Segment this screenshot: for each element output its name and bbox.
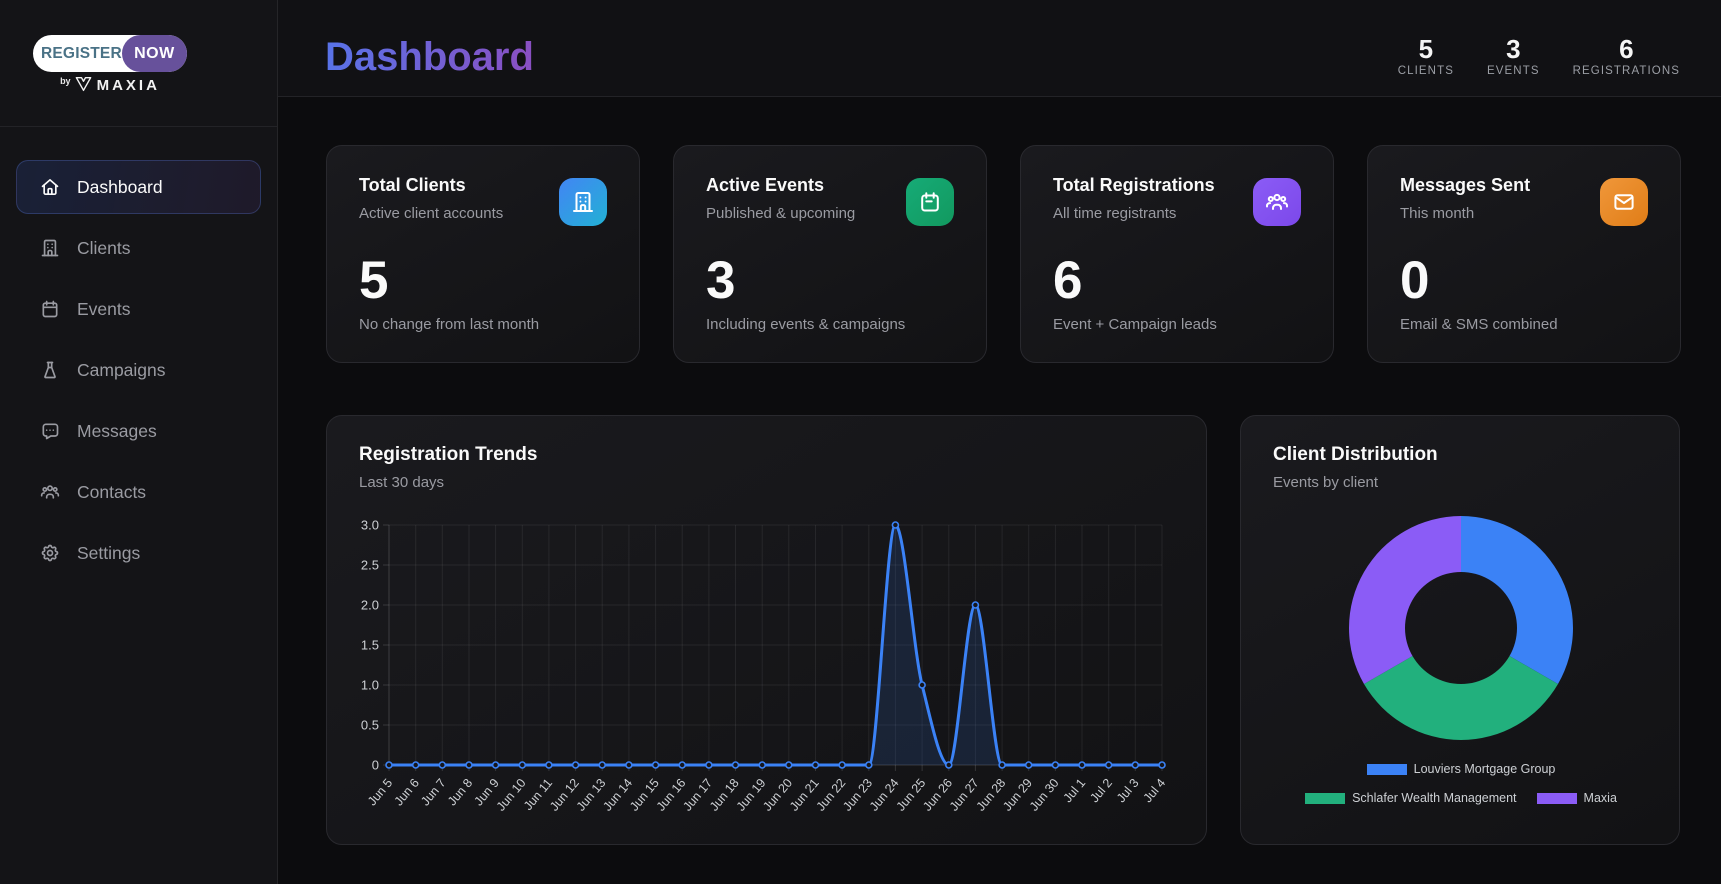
svg-text:2.0: 2.0: [361, 598, 379, 613]
svg-text:Jun 8: Jun 8: [445, 776, 475, 808]
svg-text:0.5: 0.5: [361, 718, 379, 733]
svg-text:Jul 3: Jul 3: [1114, 776, 1142, 805]
svg-text:Jul 1: Jul 1: [1061, 776, 1089, 805]
svg-text:Jun 30: Jun 30: [1027, 776, 1062, 814]
svg-text:0: 0: [372, 758, 379, 773]
svg-text:1.5: 1.5: [361, 638, 379, 653]
svg-text:2.5: 2.5: [361, 558, 379, 573]
svg-text:3.0: 3.0: [361, 518, 379, 533]
svg-text:Jun 10: Jun 10: [494, 776, 529, 814]
svg-text:Jun 7: Jun 7: [418, 776, 448, 808]
svg-text:1.0: 1.0: [361, 678, 379, 693]
svg-text:Jun 6: Jun 6: [392, 776, 422, 808]
svg-text:Jun 5: Jun 5: [365, 776, 395, 808]
svg-text:Jul 4: Jul 4: [1141, 776, 1169, 805]
svg-text:Jul 2: Jul 2: [1087, 776, 1115, 805]
